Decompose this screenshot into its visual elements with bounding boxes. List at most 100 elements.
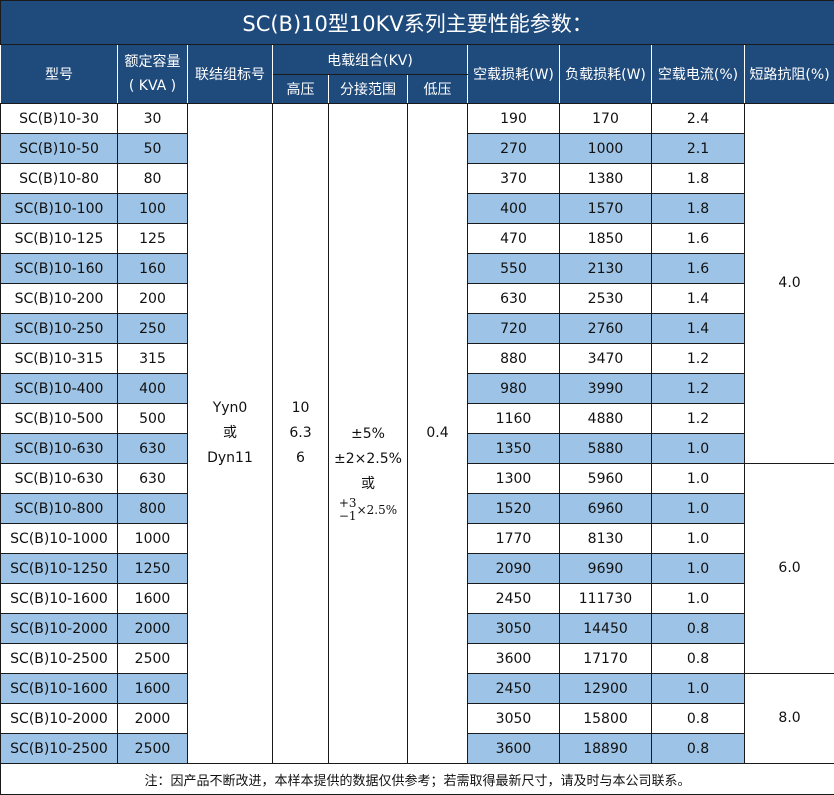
capacity-cell: 2500 xyxy=(117,643,188,674)
capacity-cell: 1250 xyxy=(117,553,188,584)
load-loss-cell: 3990 xyxy=(559,373,652,404)
no-load-current-cell: 1.2 xyxy=(651,343,745,374)
capacity-cell: 500 xyxy=(117,403,188,434)
group-line: 或 xyxy=(223,425,237,441)
header-tap: 分接范围 xyxy=(328,74,408,104)
load-loss-cell: 1000 xyxy=(559,133,652,164)
high-voltage-cell: 10 6.3 6 xyxy=(272,103,329,764)
table-title: SC(B)10型10KV系列主要性能参数： xyxy=(0,0,834,45)
capacity-cell: 630 xyxy=(117,433,188,464)
no-load-current-cell: 0.8 xyxy=(651,703,745,734)
load-loss-cell: 2760 xyxy=(559,313,652,344)
load-loss-cell: 12900 xyxy=(559,673,652,704)
no-load-current-cell: 1.6 xyxy=(651,223,745,254)
table-row: SC(B)10-2500 2500 3600 17170 0.8 xyxy=(0,643,834,674)
table-row: SC(B)10-630 630 1350 5880 1.0 xyxy=(0,433,834,464)
header-capacity-label: 额定容量 xyxy=(124,54,181,70)
model-cell: SC(B)10-630 xyxy=(0,433,118,464)
group-line: Dyn11 xyxy=(207,450,253,466)
table-row: SC(B)10-1600 1600 2450 12900 1.0 8.0 xyxy=(0,673,834,764)
table-row: SC(B)10-160 160 550 2130 1.6 xyxy=(0,253,834,284)
no-load-loss-cell: 1350 xyxy=(467,433,560,464)
no-load-loss-cell: 1300 xyxy=(467,463,560,494)
load-loss-cell: 1570 xyxy=(559,193,652,224)
load-loss-cell: 1380 xyxy=(559,163,652,194)
capacity-cell: 80 xyxy=(117,163,188,194)
no-load-current-cell: 1.4 xyxy=(651,313,745,344)
no-load-current-cell: 1.6 xyxy=(651,253,745,284)
impedance-cell: 4.0 xyxy=(743,103,834,464)
model-cell: SC(B)10-125 xyxy=(0,223,118,254)
tap-line: 或 xyxy=(361,476,375,492)
no-load-current-cell: 1.0 xyxy=(651,463,745,494)
model-cell: SC(B)10-1600 xyxy=(0,673,118,704)
capacity-cell: 30 xyxy=(117,103,188,134)
model-cell: SC(B)10-2500 xyxy=(0,733,118,764)
header-group: 联结组标号 xyxy=(187,44,273,104)
capacity-cell: 2000 xyxy=(117,703,188,734)
no-load-current-cell: 1.4 xyxy=(651,283,745,314)
load-loss-cell: 18890 xyxy=(559,733,652,764)
no-load-loss-cell: 630 xyxy=(467,283,560,314)
capacity-cell: 2000 xyxy=(117,613,188,644)
table-row: SC(B)10-2000 2000 3050 15800 0.8 xyxy=(0,703,834,734)
capacity-cell: 100 xyxy=(117,193,188,224)
no-load-current-cell: 0.8 xyxy=(651,643,745,674)
model-cell: SC(B)10-1250 xyxy=(0,553,118,584)
model-cell: SC(B)10-630 xyxy=(0,463,118,494)
no-load-current-cell: 1.2 xyxy=(651,373,745,404)
no-load-current-cell: 1.0 xyxy=(651,433,745,464)
tap-fraction: +3 −1 ×2.5% xyxy=(330,496,407,523)
load-loss-cell: 5960 xyxy=(559,463,652,494)
model-cell: SC(B)10-400 xyxy=(0,373,118,404)
model-cell: SC(B)10-315 xyxy=(0,343,118,374)
no-load-current-cell: 1.2 xyxy=(651,403,745,434)
no-load-loss-cell: 1160 xyxy=(467,403,560,434)
tap-range-cell: ±5% ±2×2.5% 或 +3 −1 ×2.5% xyxy=(328,103,408,764)
tap-line: ±2×2.5% xyxy=(334,451,402,467)
no-load-loss-cell: 370 xyxy=(467,163,560,194)
model-cell: SC(B)10-250 xyxy=(0,313,118,344)
no-load-current-cell: 1.8 xyxy=(651,163,745,194)
table-row: SC(B)10-315 315 880 3470 1.2 xyxy=(0,343,834,374)
header-low: 低压 xyxy=(407,74,468,104)
model-cell: SC(B)10-100 xyxy=(0,193,118,224)
header-capacity-unit: ( KVA ) xyxy=(128,78,177,94)
model-cell: SC(B)10-500 xyxy=(0,403,118,434)
no-load-loss-cell: 470 xyxy=(467,223,560,254)
table-row: SC(B)10-80 80 370 1380 1.8 xyxy=(0,163,834,194)
model-cell: SC(B)10-1600 xyxy=(0,583,118,614)
table-row: SC(B)10-100 100 400 1570 1.8 xyxy=(0,193,834,224)
no-load-loss-cell: 400 xyxy=(467,193,560,224)
no-load-current-cell: 1.8 xyxy=(651,193,745,224)
header-voltage: 电载组合(KV) xyxy=(272,44,468,75)
model-cell: SC(B)10-800 xyxy=(0,493,118,524)
load-loss-cell: 2130 xyxy=(559,253,652,284)
no-load-loss-cell: 880 xyxy=(467,343,560,374)
tap-frac-top: +3 xyxy=(338,496,357,510)
load-loss-cell: 111730 xyxy=(559,583,652,614)
table-row: SC(B)10-2500 2500 3600 18890 0.8 xyxy=(0,733,834,764)
load-loss-cell: 9690 xyxy=(559,553,652,584)
table-row: SC(B)10-50 50 270 1000 2.1 xyxy=(0,133,834,164)
capacity-cell: 125 xyxy=(117,223,188,254)
capacity-cell: 1600 xyxy=(117,583,188,614)
capacity-cell: 50 xyxy=(117,133,188,164)
load-loss-cell: 5880 xyxy=(559,433,652,464)
capacity-cell: 250 xyxy=(117,313,188,344)
model-cell: SC(B)10-50 xyxy=(0,133,118,164)
load-loss-cell: 1850 xyxy=(559,223,652,254)
model-cell: SC(B)10-200 xyxy=(0,283,118,314)
header-impedance: 短路抗阻(%) xyxy=(743,44,834,104)
no-load-current-cell: 2.4 xyxy=(651,103,745,134)
load-loss-cell: 4880 xyxy=(559,403,652,434)
footer-note: 注：因产品不断改进，本样本提供的数据仅供参考；若需取得最新尺寸，请及时与本公司联… xyxy=(0,763,834,795)
capacity-cell: 2500 xyxy=(117,733,188,764)
impedance-cell: 6.0 xyxy=(743,463,834,674)
no-load-loss-cell: 550 xyxy=(467,253,560,284)
load-loss-cell: 14450 xyxy=(559,613,652,644)
no-load-loss-cell: 3050 xyxy=(467,703,560,734)
no-load-loss-cell: 190 xyxy=(467,103,560,134)
header-load-loss: 负载损耗(W) xyxy=(559,44,652,104)
